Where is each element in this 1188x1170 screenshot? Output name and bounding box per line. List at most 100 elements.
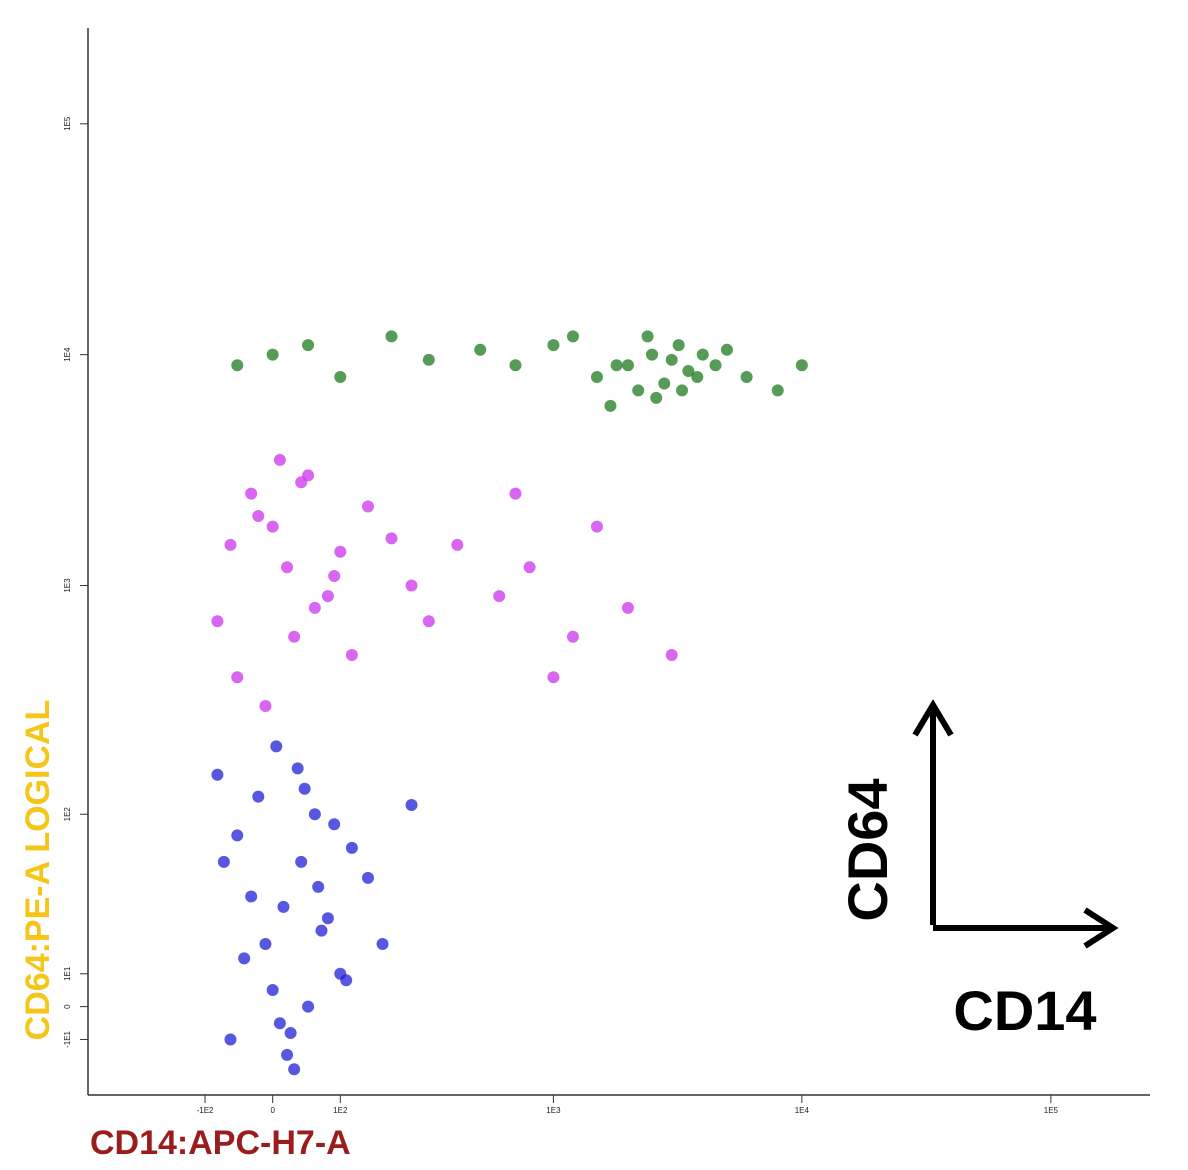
point xyxy=(509,487,522,500)
point xyxy=(682,364,695,377)
y-tick-label: 1E1 xyxy=(63,966,72,981)
point xyxy=(345,841,358,854)
point xyxy=(547,339,560,352)
point xyxy=(231,359,244,372)
point xyxy=(217,855,230,868)
point xyxy=(795,359,808,372)
x-tick-label: 1E4 xyxy=(795,1106,810,1115)
point xyxy=(302,339,315,352)
y-tick-label: 1E4 xyxy=(63,347,72,362)
point xyxy=(658,377,671,390)
point xyxy=(665,648,678,661)
point xyxy=(334,371,347,384)
point xyxy=(270,740,283,753)
point xyxy=(385,330,398,343)
point xyxy=(610,359,623,372)
point xyxy=(676,384,689,397)
point xyxy=(224,1033,237,1046)
point xyxy=(284,1027,297,1040)
point xyxy=(252,790,265,803)
point xyxy=(590,520,603,533)
point xyxy=(295,855,308,868)
point xyxy=(632,384,645,397)
point xyxy=(211,615,224,628)
point xyxy=(259,937,272,950)
x-tick-label: 0 xyxy=(270,1106,275,1115)
point xyxy=(665,353,678,366)
point xyxy=(238,952,251,965)
point xyxy=(298,782,311,795)
point xyxy=(405,579,418,592)
point xyxy=(566,330,579,343)
point xyxy=(273,1017,286,1030)
point xyxy=(340,974,353,987)
point xyxy=(291,762,304,775)
annotation: CD14 xyxy=(953,979,1096,1042)
point xyxy=(231,671,244,684)
point xyxy=(259,700,272,713)
x-tick-label: 1E5 xyxy=(1044,1106,1059,1115)
point xyxy=(315,924,328,937)
point xyxy=(474,343,487,356)
point xyxy=(590,371,603,384)
y-tick-label: 0 xyxy=(63,1004,72,1009)
point xyxy=(252,510,265,523)
arrow-head xyxy=(1083,907,1119,949)
point xyxy=(691,371,704,384)
point xyxy=(523,561,536,574)
point xyxy=(385,532,398,545)
y-tick-label: 1E3 xyxy=(63,578,72,593)
point xyxy=(621,359,634,372)
point xyxy=(451,538,464,551)
y-tick-label: 1E5 xyxy=(63,116,72,131)
x-axis-label: CD14:APC-H7-A xyxy=(90,1124,351,1162)
point xyxy=(493,590,506,603)
point xyxy=(245,890,258,903)
point xyxy=(547,671,560,684)
point xyxy=(266,520,279,533)
point xyxy=(281,1048,294,1061)
point xyxy=(224,538,237,551)
point xyxy=(288,1063,301,1076)
point xyxy=(641,330,654,343)
point xyxy=(376,937,389,950)
x-tick-label: 1E3 xyxy=(546,1106,561,1115)
point xyxy=(277,900,290,913)
point xyxy=(771,384,784,397)
annotation: CD64 xyxy=(836,778,899,921)
y-tick-label: 1E2 xyxy=(63,807,72,822)
point xyxy=(422,615,435,628)
point xyxy=(231,829,244,842)
point xyxy=(288,630,301,643)
x-tick-label: -1E2 xyxy=(197,1106,214,1115)
point xyxy=(312,880,325,893)
point xyxy=(321,590,334,603)
point xyxy=(405,799,418,812)
point xyxy=(345,648,358,661)
point xyxy=(709,359,722,372)
point xyxy=(308,601,321,614)
point xyxy=(295,476,308,489)
point xyxy=(621,601,634,614)
y-axis-label: CD64:PE-A LOGICAL xyxy=(19,700,57,1041)
point xyxy=(361,871,374,884)
point xyxy=(273,453,286,466)
point xyxy=(245,487,258,500)
point xyxy=(604,399,617,412)
point xyxy=(566,630,579,643)
point xyxy=(361,500,374,513)
point xyxy=(646,348,659,361)
point xyxy=(328,569,341,582)
point xyxy=(740,371,753,384)
y-tick-label: -1E1 xyxy=(63,1030,72,1047)
point xyxy=(211,768,224,781)
point xyxy=(334,545,347,558)
point xyxy=(302,1000,315,1013)
arrow-head xyxy=(912,699,954,737)
point xyxy=(328,818,341,831)
point xyxy=(509,359,522,372)
axis-arrows xyxy=(912,699,1119,949)
point xyxy=(308,808,321,821)
x-tick-label: 1E2 xyxy=(333,1106,348,1115)
point xyxy=(281,561,294,574)
